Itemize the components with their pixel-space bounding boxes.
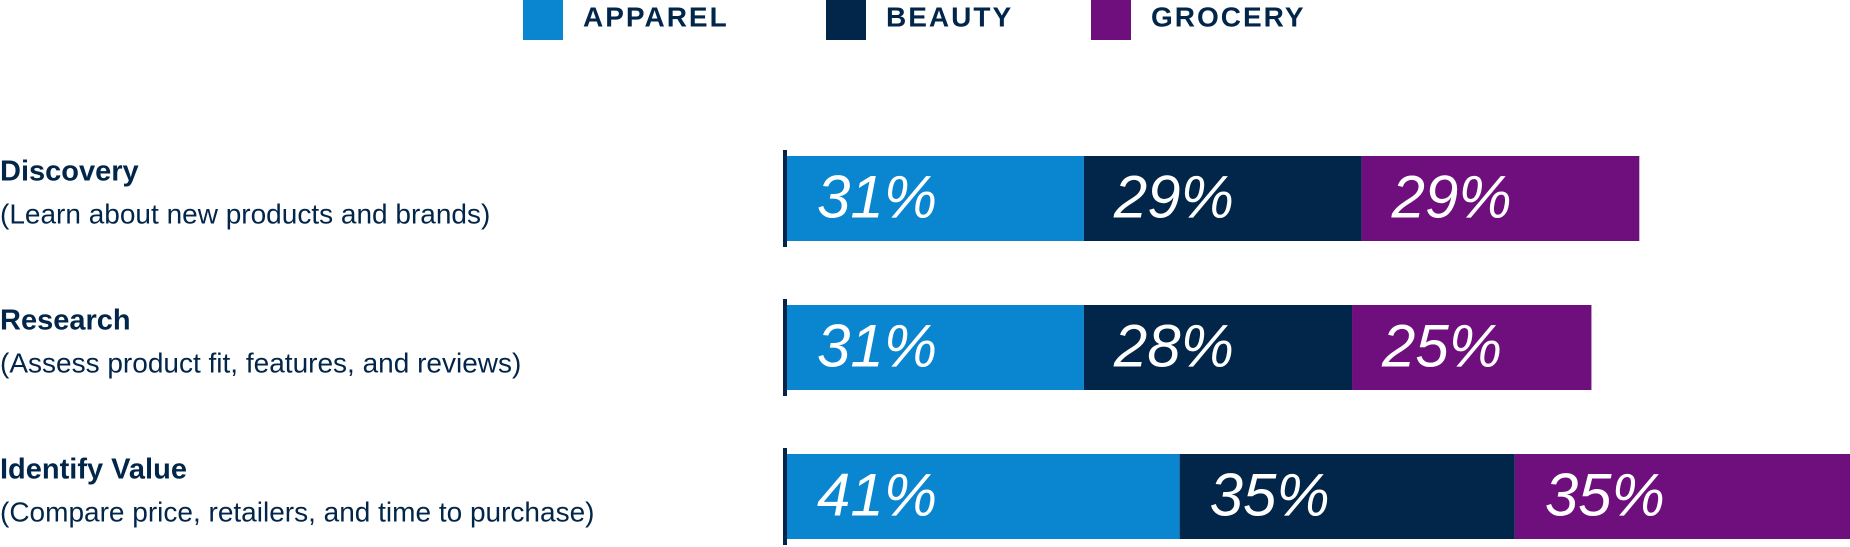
category-label: Identify Value bbox=[0, 454, 187, 486]
bar-segment bbox=[1514, 454, 1850, 539]
bar-segment bbox=[787, 454, 1180, 539]
value-label: 25% bbox=[1381, 312, 1502, 379]
legend-label: APPAREL bbox=[583, 1, 729, 32]
legend-label: GROCERY bbox=[1151, 1, 1306, 32]
baseline bbox=[783, 448, 787, 545]
bar-segment bbox=[1179, 454, 1515, 539]
value-label: 35% bbox=[1210, 461, 1330, 528]
value-label: 41% bbox=[817, 461, 937, 528]
category-label: Research bbox=[0, 305, 131, 337]
value-label: 29% bbox=[1113, 163, 1234, 230]
bar-segment bbox=[1083, 305, 1353, 390]
legend-label: BEAUTY bbox=[886, 1, 1013, 32]
bar-segment bbox=[787, 305, 1084, 390]
category-description: (Compare price, retailers, and time to p… bbox=[0, 496, 594, 527]
category-description: (Learn about new products and brands) bbox=[0, 198, 490, 229]
category-label: Discovery bbox=[0, 156, 139, 188]
legend-swatch bbox=[1091, 0, 1131, 40]
baseline bbox=[783, 150, 787, 247]
bar-segment bbox=[1361, 156, 1640, 241]
value-label: 31% bbox=[817, 312, 937, 379]
value-label: 31% bbox=[817, 163, 937, 230]
value-label: 35% bbox=[1545, 461, 1665, 528]
legend-swatch bbox=[826, 0, 866, 40]
value-label: 29% bbox=[1391, 163, 1512, 230]
value-label: 28% bbox=[1113, 312, 1234, 379]
legend-swatch bbox=[523, 0, 563, 40]
bar-segment bbox=[1352, 305, 1592, 390]
bar-segment bbox=[1083, 156, 1362, 241]
bar-segment bbox=[787, 156, 1084, 241]
category-description: (Assess product fit, features, and revie… bbox=[0, 347, 521, 378]
baseline bbox=[783, 299, 787, 396]
